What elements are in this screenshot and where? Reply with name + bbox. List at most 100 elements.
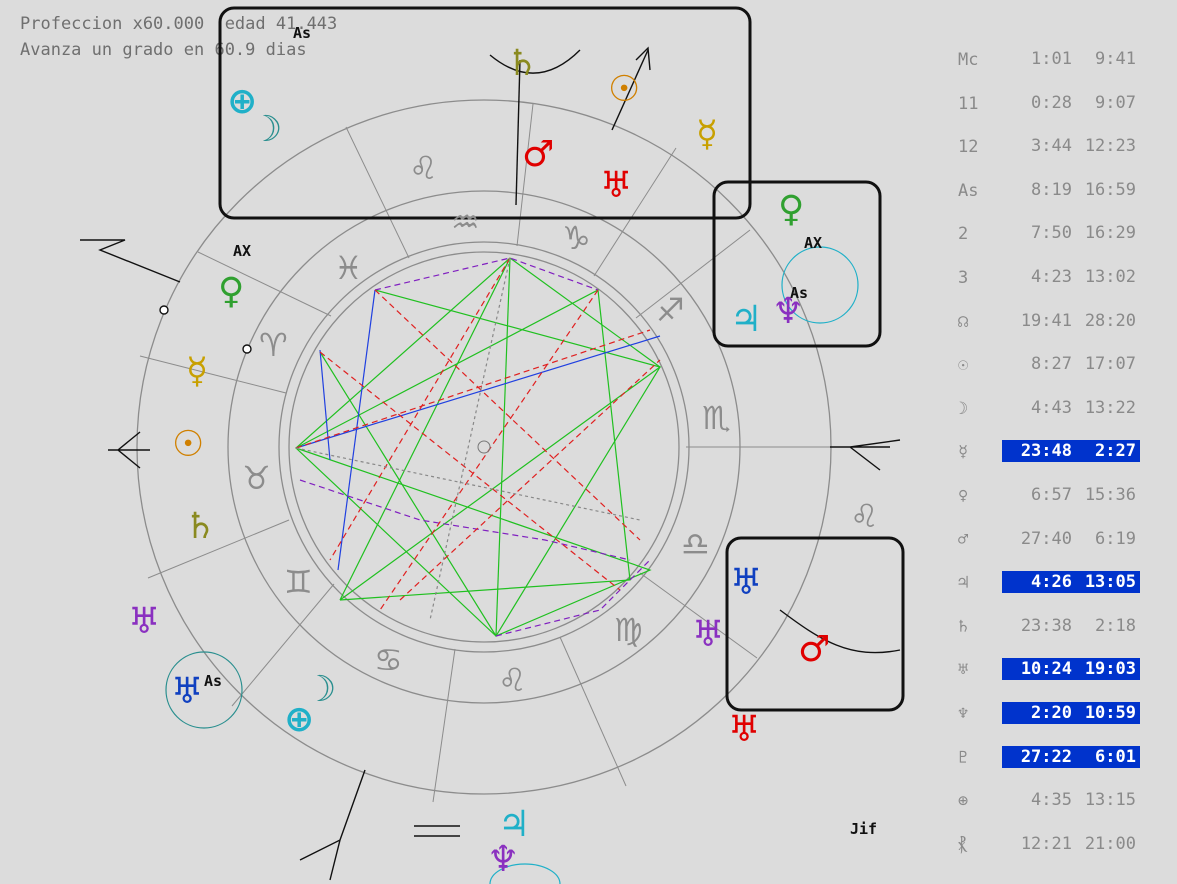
planet-icon: ☿ bbox=[696, 114, 719, 155]
planet-icon: ⊕ bbox=[284, 699, 315, 740]
row-label: ⳩ bbox=[958, 834, 966, 855]
row-value-start: 3:44 bbox=[1031, 136, 1072, 157]
planet-icon: ♅ bbox=[128, 601, 161, 642]
row-value-end: 13:22 bbox=[1084, 397, 1136, 418]
planet-icon: ♀ bbox=[778, 189, 805, 230]
row-value-start: 2:20 bbox=[1002, 701, 1076, 724]
position-row: ☉ 8:27 17:07 bbox=[950, 349, 1172, 393]
row-value-end: 21:00 bbox=[1084, 833, 1136, 854]
planet-icon: ♅ bbox=[171, 671, 204, 712]
row-value-end: 12:23 bbox=[1084, 136, 1136, 157]
planet-icon: ☉ bbox=[172, 424, 205, 465]
row-value-end: 19:03 bbox=[1074, 658, 1140, 681]
row-value-start: 27:22 bbox=[1002, 745, 1076, 768]
row-value-end: 16:29 bbox=[1084, 223, 1136, 244]
row-value-start: 6:57 bbox=[1031, 484, 1072, 505]
row-label: ☉ bbox=[958, 355, 969, 376]
row-label: 12 bbox=[958, 137, 979, 158]
zodiac-sign-icon: ♏ bbox=[702, 399, 731, 437]
wheel-rings bbox=[136, 99, 832, 795]
position-row: As 8:19 16:59 bbox=[950, 175, 1172, 219]
position-row: 12 3:44 12:23 bbox=[950, 131, 1172, 175]
row-value-start: 23:38 bbox=[1020, 615, 1072, 636]
planet-icon: ♆ bbox=[487, 839, 520, 880]
planet-icon: ♅ bbox=[728, 709, 761, 750]
row-value-start: 1:01 bbox=[1031, 49, 1072, 69]
axis-markers bbox=[80, 46, 901, 881]
row-label: ♂ bbox=[958, 529, 969, 550]
position-row: ♃ 4:26 13:05 bbox=[950, 567, 1172, 611]
row-value-end: 15:36 bbox=[1084, 484, 1136, 505]
advance-rate-header: Avanza un grado en 60.9 dias bbox=[20, 40, 307, 60]
planet-icon: ♅ bbox=[692, 614, 725, 655]
row-value-end: 16:59 bbox=[1084, 179, 1136, 200]
row-label: ☿ bbox=[958, 442, 969, 463]
row-value-start: 4:35 bbox=[1031, 790, 1072, 811]
position-row: 3 4:23 13:02 bbox=[950, 262, 1172, 306]
position-row: ♄ 23:38 2:18 bbox=[950, 611, 1172, 655]
row-label: As bbox=[958, 180, 979, 201]
planet-icon: ♃ bbox=[730, 299, 763, 340]
position-row: Mc 1:01 9:41 bbox=[950, 44, 1172, 88]
row-value-start: 4:43 bbox=[1031, 397, 1072, 418]
chart-label: AX bbox=[233, 242, 252, 260]
house-cusp-lines bbox=[139, 103, 830, 803]
row-value-end: 28:20 bbox=[1084, 310, 1136, 331]
zodiac-sign-icon: ♌ bbox=[498, 661, 527, 699]
row-label: ⊕ bbox=[958, 791, 969, 812]
planet-icon: ♃ bbox=[498, 804, 531, 845]
chart-label: AX bbox=[804, 234, 823, 252]
zodiac-sign-icon: ♊ bbox=[284, 563, 313, 601]
profection-header: Profeccion x60.000 edad 41.443 bbox=[20, 14, 338, 34]
position-row: ⳩ 12:21 21:00 bbox=[950, 829, 1172, 873]
row-label: ♅ bbox=[958, 660, 969, 681]
position-table: Mc 1:01 9:41 11 0:28 9:07 12 3:44 12:23 As 8:19 16:… bbox=[950, 44, 1172, 872]
position-row: ♂ 27:40 6:19 bbox=[950, 524, 1172, 568]
row-label: ♃ bbox=[958, 573, 969, 594]
row-value-start: 23:48 bbox=[1002, 440, 1076, 463]
row-value-end: 10:59 bbox=[1074, 701, 1140, 724]
planet-icon: ☽ bbox=[250, 109, 283, 150]
planet-icon: ♂ bbox=[798, 629, 831, 670]
row-label: ♇ bbox=[958, 747, 969, 768]
row-label: 2 bbox=[958, 224, 969, 245]
row-value-start: 4:23 bbox=[1031, 266, 1072, 287]
row-value-start: 19:41 bbox=[1020, 310, 1072, 331]
row-label: ☊ bbox=[958, 311, 969, 332]
planet-icon: ♅ bbox=[730, 562, 763, 603]
zodiac-sign-icon: ♒ bbox=[451, 203, 480, 241]
row-value-end: 2:27 bbox=[1074, 440, 1140, 463]
row-label: Mc bbox=[958, 50, 979, 70]
position-row: ☊ 19:41 28:20 bbox=[950, 306, 1172, 350]
row-value-start: 7:50 bbox=[1031, 223, 1072, 244]
row-value-start: 12:21 bbox=[1020, 833, 1072, 854]
aspect-lines bbox=[295, 257, 662, 637]
row-label: ♀ bbox=[958, 485, 969, 506]
row-value-start: 0:28 bbox=[1031, 92, 1072, 113]
row-value-end: 17:07 bbox=[1084, 354, 1136, 375]
chart-center bbox=[477, 440, 491, 454]
zodiac-sign-icon: ♓ bbox=[334, 249, 363, 287]
row-label: 3 bbox=[958, 267, 969, 288]
position-row: 11 0:28 9:07 bbox=[950, 88, 1172, 132]
zodiac-sign-icon: ♋ bbox=[374, 641, 403, 679]
orb-circles bbox=[165, 246, 859, 884]
chart-label: As bbox=[204, 672, 223, 690]
zodiac-sign-icon: ♐ bbox=[656, 291, 685, 329]
focus-boxes bbox=[218, 6, 905, 712]
chart-label: As bbox=[293, 24, 312, 42]
planet-icon: ♂ bbox=[522, 134, 555, 175]
planet-icon: ♄ bbox=[184, 506, 217, 547]
planet-icon: ☉ bbox=[608, 69, 641, 110]
planet-icon: ♅ bbox=[600, 165, 633, 206]
row-value-end: 6:19 bbox=[1095, 528, 1136, 549]
natal-wheel bbox=[80, 6, 905, 884]
row-value-end: 13:05 bbox=[1074, 571, 1140, 594]
position-row: ☿ 23:48 2:27 bbox=[950, 436, 1172, 480]
position-row: ♆ 2:20 10:59 bbox=[950, 698, 1172, 742]
row-value-start: 8:27 bbox=[1031, 354, 1072, 375]
zodiac-sign-icon: ♈ bbox=[259, 326, 288, 364]
zodiac-sign-icon: ♉ bbox=[242, 459, 271, 497]
row-label: ♄ bbox=[958, 616, 969, 637]
row-label: 11 bbox=[958, 93, 979, 114]
